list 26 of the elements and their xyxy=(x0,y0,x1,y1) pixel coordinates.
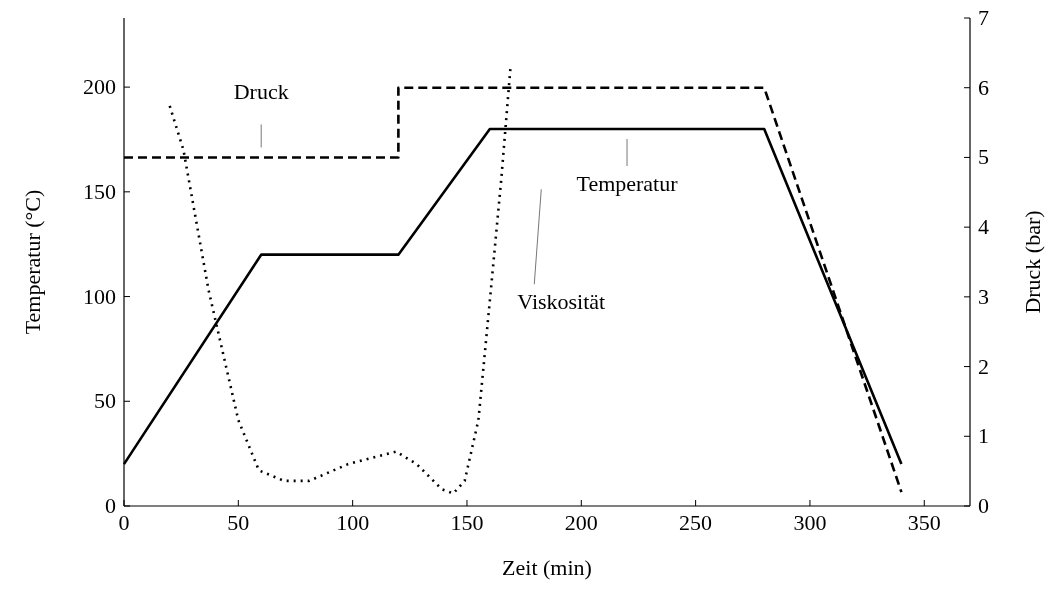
y-tick-label: 50 xyxy=(94,388,116,414)
y2-axis-title: Druck (bar) xyxy=(1020,210,1045,314)
x-tick-label: 250 xyxy=(679,510,713,535)
x-tick-label: 150 xyxy=(450,510,484,535)
y-tick-label: 100 xyxy=(83,283,116,309)
x-tick-label: 350 xyxy=(907,510,941,535)
text: Druck xyxy=(233,79,289,105)
y2-tick-label: 2 xyxy=(978,353,989,379)
y2-tick-label: 6 xyxy=(978,74,989,100)
series-label: Temperatur xyxy=(576,171,679,196)
y-tick-label: 200 xyxy=(83,74,116,100)
y-tick-label: 150 xyxy=(83,178,116,204)
y2-tick-label: 1 xyxy=(978,423,989,449)
y-axis-title: Temperatur (°C) xyxy=(20,189,45,335)
x-tick-label: 100 xyxy=(336,510,370,535)
x-axis-title: Zeit (min) xyxy=(502,555,592,580)
y2-tick-label: 3 xyxy=(978,283,989,309)
series-label: Viskosität xyxy=(517,289,606,315)
y-tick-label: 0 xyxy=(105,493,116,518)
y2-tick-label: 0 xyxy=(978,493,989,518)
y2-tick-label: 5 xyxy=(978,144,989,170)
y2-tick-label: 7 xyxy=(978,5,989,30)
y2-tick-label: 4 xyxy=(978,214,989,240)
x-tick-label: 200 xyxy=(564,510,598,535)
x-tick-label: 50 xyxy=(227,510,250,535)
x-tick-label: 300 xyxy=(793,510,827,535)
